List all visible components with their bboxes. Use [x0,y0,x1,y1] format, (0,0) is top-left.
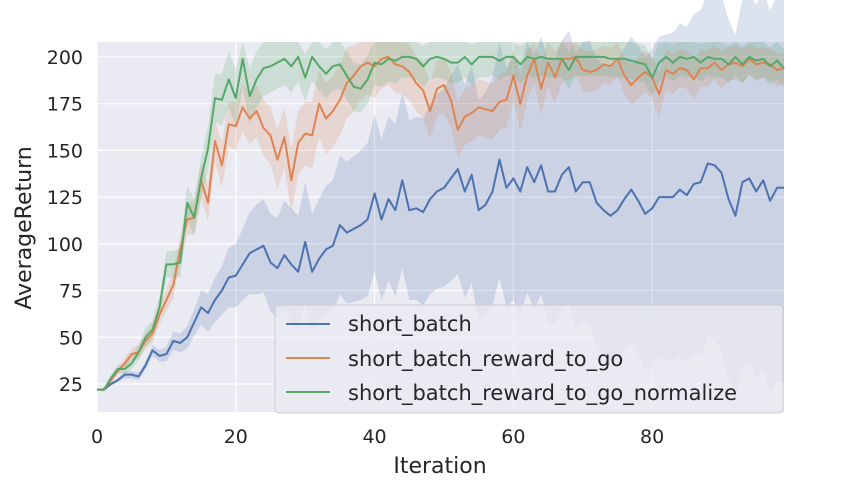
x-tick-60: 60 [501,426,525,448]
band-short-batch-reward-to-go-normalize [97,42,784,392]
y-tick-200: 200 [47,47,83,69]
legend-label-short-batch: short_batch [348,312,472,337]
x-tick-80: 80 [640,426,664,448]
y-tick-75: 75 [59,281,83,303]
x-tick-0: 0 [91,426,103,448]
series-line-short-batch-reward-to-go-normalize [97,55,785,391]
band-short-batch [97,0,784,398]
y-tick-150: 150 [47,140,83,162]
y-tick-50: 50 [59,327,83,349]
y-tick-25: 25 [59,374,83,396]
x-tick-20: 20 [224,426,248,448]
y-tick-125: 125 [47,187,83,209]
tick-labels: 25 50 75 100 125 150 175 200 0 20 40 60 80 [47,47,665,448]
y-tick-100: 100 [47,234,83,256]
confidence-bands [97,0,784,398]
band-short-batch-reward-to-go [97,42,784,392]
y-tick-175: 175 [47,94,83,116]
series-lines [97,55,785,391]
x-tick-40: 40 [362,426,386,448]
legend-label-reward-to-go: short_batch_reward_to_go [348,347,623,372]
series-line-short-batch-reward-to-go [97,55,785,391]
y-axis-label: AverageReturn [12,146,37,309]
legend-label-reward-to-go-normalize: short_batch_reward_to_go_normalize [348,381,737,406]
x-axis-label: Iteration [393,454,486,479]
legend: short_batch short_batch_reward_to_go sho… [274,304,784,414]
legend-frame [274,304,784,414]
series-line-short-batch [97,158,784,391]
